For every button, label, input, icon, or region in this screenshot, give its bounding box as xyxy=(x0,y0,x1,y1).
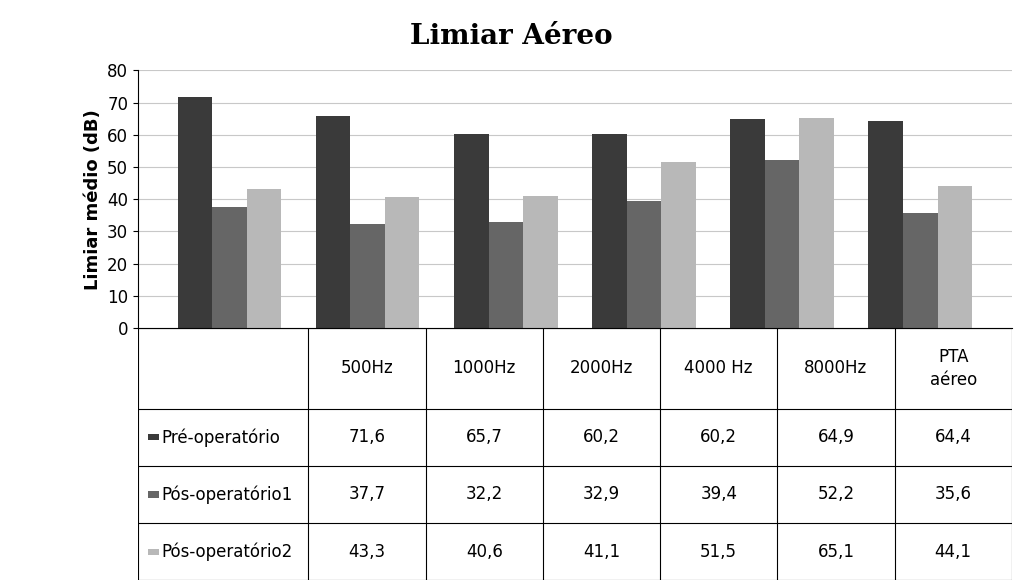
Bar xyxy=(799,118,834,328)
Y-axis label: Limiar médio (dB): Limiar médio (dB) xyxy=(84,109,101,289)
Bar xyxy=(592,134,626,328)
Bar xyxy=(148,434,159,441)
Text: 52,2: 52,2 xyxy=(818,485,854,503)
Text: Pós-operatório2: Pós-operatório2 xyxy=(160,542,292,561)
Text: 43,3: 43,3 xyxy=(349,543,385,561)
Bar xyxy=(351,224,385,328)
Text: 500Hz: 500Hz xyxy=(340,359,393,377)
Text: 51,5: 51,5 xyxy=(700,543,737,561)
Text: 60,2: 60,2 xyxy=(700,428,737,447)
Text: 32,2: 32,2 xyxy=(466,485,503,503)
Text: 44,1: 44,1 xyxy=(935,543,972,561)
Text: Limiar Aéreo: Limiar Aéreo xyxy=(410,23,612,50)
Text: 37,7: 37,7 xyxy=(349,485,385,503)
Bar xyxy=(246,189,281,328)
Text: 65,1: 65,1 xyxy=(818,543,854,561)
Text: 4000 Hz: 4000 Hz xyxy=(685,359,753,377)
Bar xyxy=(626,201,661,328)
Bar xyxy=(148,548,159,554)
Text: 40,6: 40,6 xyxy=(466,543,503,561)
Bar xyxy=(869,121,903,328)
Text: 8000Hz: 8000Hz xyxy=(804,359,868,377)
Bar xyxy=(764,160,799,328)
Bar xyxy=(316,117,351,328)
Text: 64,4: 64,4 xyxy=(935,428,972,447)
Bar xyxy=(454,134,489,328)
Text: 60,2: 60,2 xyxy=(583,428,620,447)
Bar xyxy=(903,213,937,328)
Bar xyxy=(937,186,972,328)
Text: 1000Hz: 1000Hz xyxy=(453,359,516,377)
Bar xyxy=(178,97,213,328)
Bar xyxy=(148,492,159,498)
Bar xyxy=(731,119,764,328)
Text: Pós-operatório1: Pós-operatório1 xyxy=(160,485,292,504)
Text: 65,7: 65,7 xyxy=(466,428,503,447)
Text: 64,9: 64,9 xyxy=(818,428,854,447)
Bar xyxy=(213,207,246,328)
Text: 35,6: 35,6 xyxy=(935,485,972,503)
Text: 39,4: 39,4 xyxy=(700,485,737,503)
Text: 41,1: 41,1 xyxy=(583,543,620,561)
Bar xyxy=(661,162,696,328)
Text: Pré-operatório: Pré-operatório xyxy=(160,428,280,447)
Text: 32,9: 32,9 xyxy=(583,485,620,503)
Bar xyxy=(385,197,419,328)
Bar xyxy=(523,196,558,328)
Text: 2000Hz: 2000Hz xyxy=(570,359,634,377)
Bar xyxy=(489,222,523,328)
Text: 71,6: 71,6 xyxy=(349,428,385,447)
Text: PTA
aéreo: PTA aéreo xyxy=(930,348,977,389)
